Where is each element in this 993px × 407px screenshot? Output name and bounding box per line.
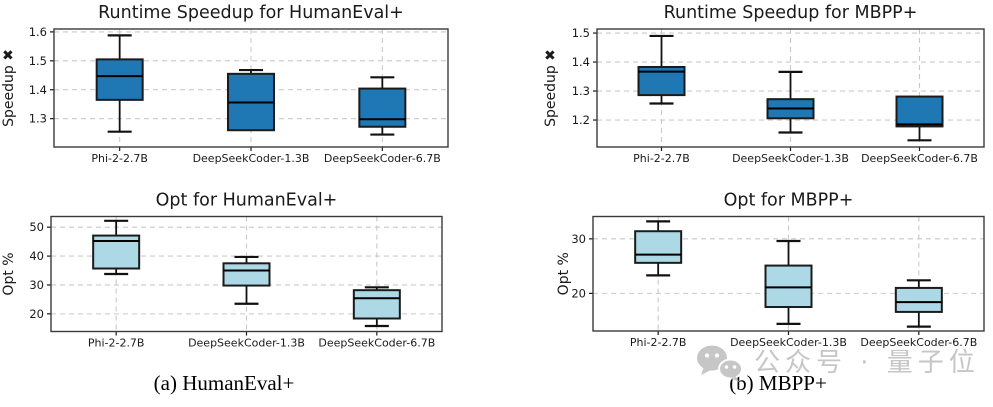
box-2 — [894, 279, 943, 328]
y-axis-label: Speedup ✖ — [1, 49, 17, 127]
x-tick-label: DeepSeekCoder-6.7B — [318, 337, 435, 350]
box-0 — [637, 34, 686, 105]
y-tick-label: 1.5 — [572, 26, 590, 40]
box-iqr — [222, 262, 271, 287]
box-iqr — [764, 264, 813, 309]
y-axis-label: Speedup ✖ — [543, 49, 559, 127]
chart-1: 1.2 1.3 1.4 1.5 Phi-2-2.7B DeepSeekCoder-1.3B… — [543, 3, 985, 165]
chart-title: Opt for MBPP+ — [724, 191, 854, 211]
chart-title: Opt for HumanEval+ — [156, 191, 338, 211]
chart-3: 20 30 Phi-2-2.7B DeepSeekCoder-1.3B DeepSeek… — [556, 191, 985, 349]
y-tick-label: 1.4 — [29, 83, 47, 97]
caption-a: (a) HumanEval+ — [153, 371, 295, 395]
box-0 — [95, 34, 144, 133]
y-axis-label: Opt % — [1, 252, 17, 295]
plot-frame — [596, 28, 985, 148]
x-tick-label: DeepSeekCoder-6.7B — [861, 152, 978, 165]
y-tick-label: 1.2 — [572, 113, 590, 127]
y-tick-label: 1.3 — [29, 112, 47, 126]
x-tick-label: DeepSeekCoder-1.3B — [193, 152, 310, 165]
y-tick-label: 1.3 — [572, 84, 590, 98]
y-tick-label: 30 — [571, 232, 586, 246]
chart-title: Runtime Speedup for HumanEval+ — [98, 3, 404, 23]
box-1 — [227, 68, 275, 132]
box-1 — [766, 70, 815, 134]
x-tick-label: Phi-2-2.7B — [633, 152, 690, 165]
chart-0: 1.3 1.4 1.5 1.6 Phi-2-2.7B DeepSeekCoder-1.3B… — [1, 3, 449, 165]
caption-b: (b) MBPP+ — [729, 371, 827, 395]
box-1 — [764, 239, 813, 326]
x-tick-label: DeepSeekCoder-6.7B — [860, 336, 977, 349]
y-axis-label: Opt % — [556, 252, 572, 295]
box-2 — [352, 286, 401, 328]
x-tick-label: Phi-2-2.7B — [88, 337, 145, 350]
x-tick-label: DeepSeekCoder-6.7B — [324, 152, 441, 165]
box-0 — [634, 220, 683, 277]
box-iqr — [895, 95, 944, 128]
box-iqr — [894, 286, 943, 313]
y-tick-label: 40 — [29, 249, 44, 263]
x-tick-label: DeepSeekCoder-1.3B — [732, 152, 849, 165]
x-tick-label: DeepSeekCoder-1.3B — [730, 336, 847, 349]
y-tick-label: 50 — [29, 220, 44, 234]
box-0 — [92, 219, 141, 276]
x-tick-label: Phi-2-2.7B — [630, 336, 687, 349]
plot-frame — [50, 215, 443, 333]
box-iqr — [95, 58, 144, 101]
box-1 — [222, 255, 271, 305]
y-tick-label: 1.6 — [29, 25, 47, 39]
chart-title: Runtime Speedup for MBPP+ — [664, 3, 918, 23]
y-tick-label: 20 — [29, 307, 44, 321]
box-2 — [895, 95, 944, 142]
box-iqr — [352, 289, 401, 320]
x-tick-label: DeepSeekCoder-1.3B — [188, 337, 305, 350]
plot-frame — [592, 215, 985, 332]
y-tick-label: 1.4 — [572, 55, 590, 69]
box-iqr — [358, 87, 407, 128]
box-iqr — [634, 230, 683, 264]
y-tick-label: 30 — [29, 278, 44, 292]
box-2 — [358, 76, 407, 136]
y-tick-label: 1.5 — [29, 54, 47, 68]
x-tick-label: Phi-2-2.7B — [91, 152, 148, 165]
chart-2: 20 30 40 50 Phi-2-2.7B DeepSeekCoder-1.3B Deep… — [1, 191, 443, 350]
y-tick-label: 20 — [571, 286, 586, 300]
plot-frame — [53, 28, 449, 148]
